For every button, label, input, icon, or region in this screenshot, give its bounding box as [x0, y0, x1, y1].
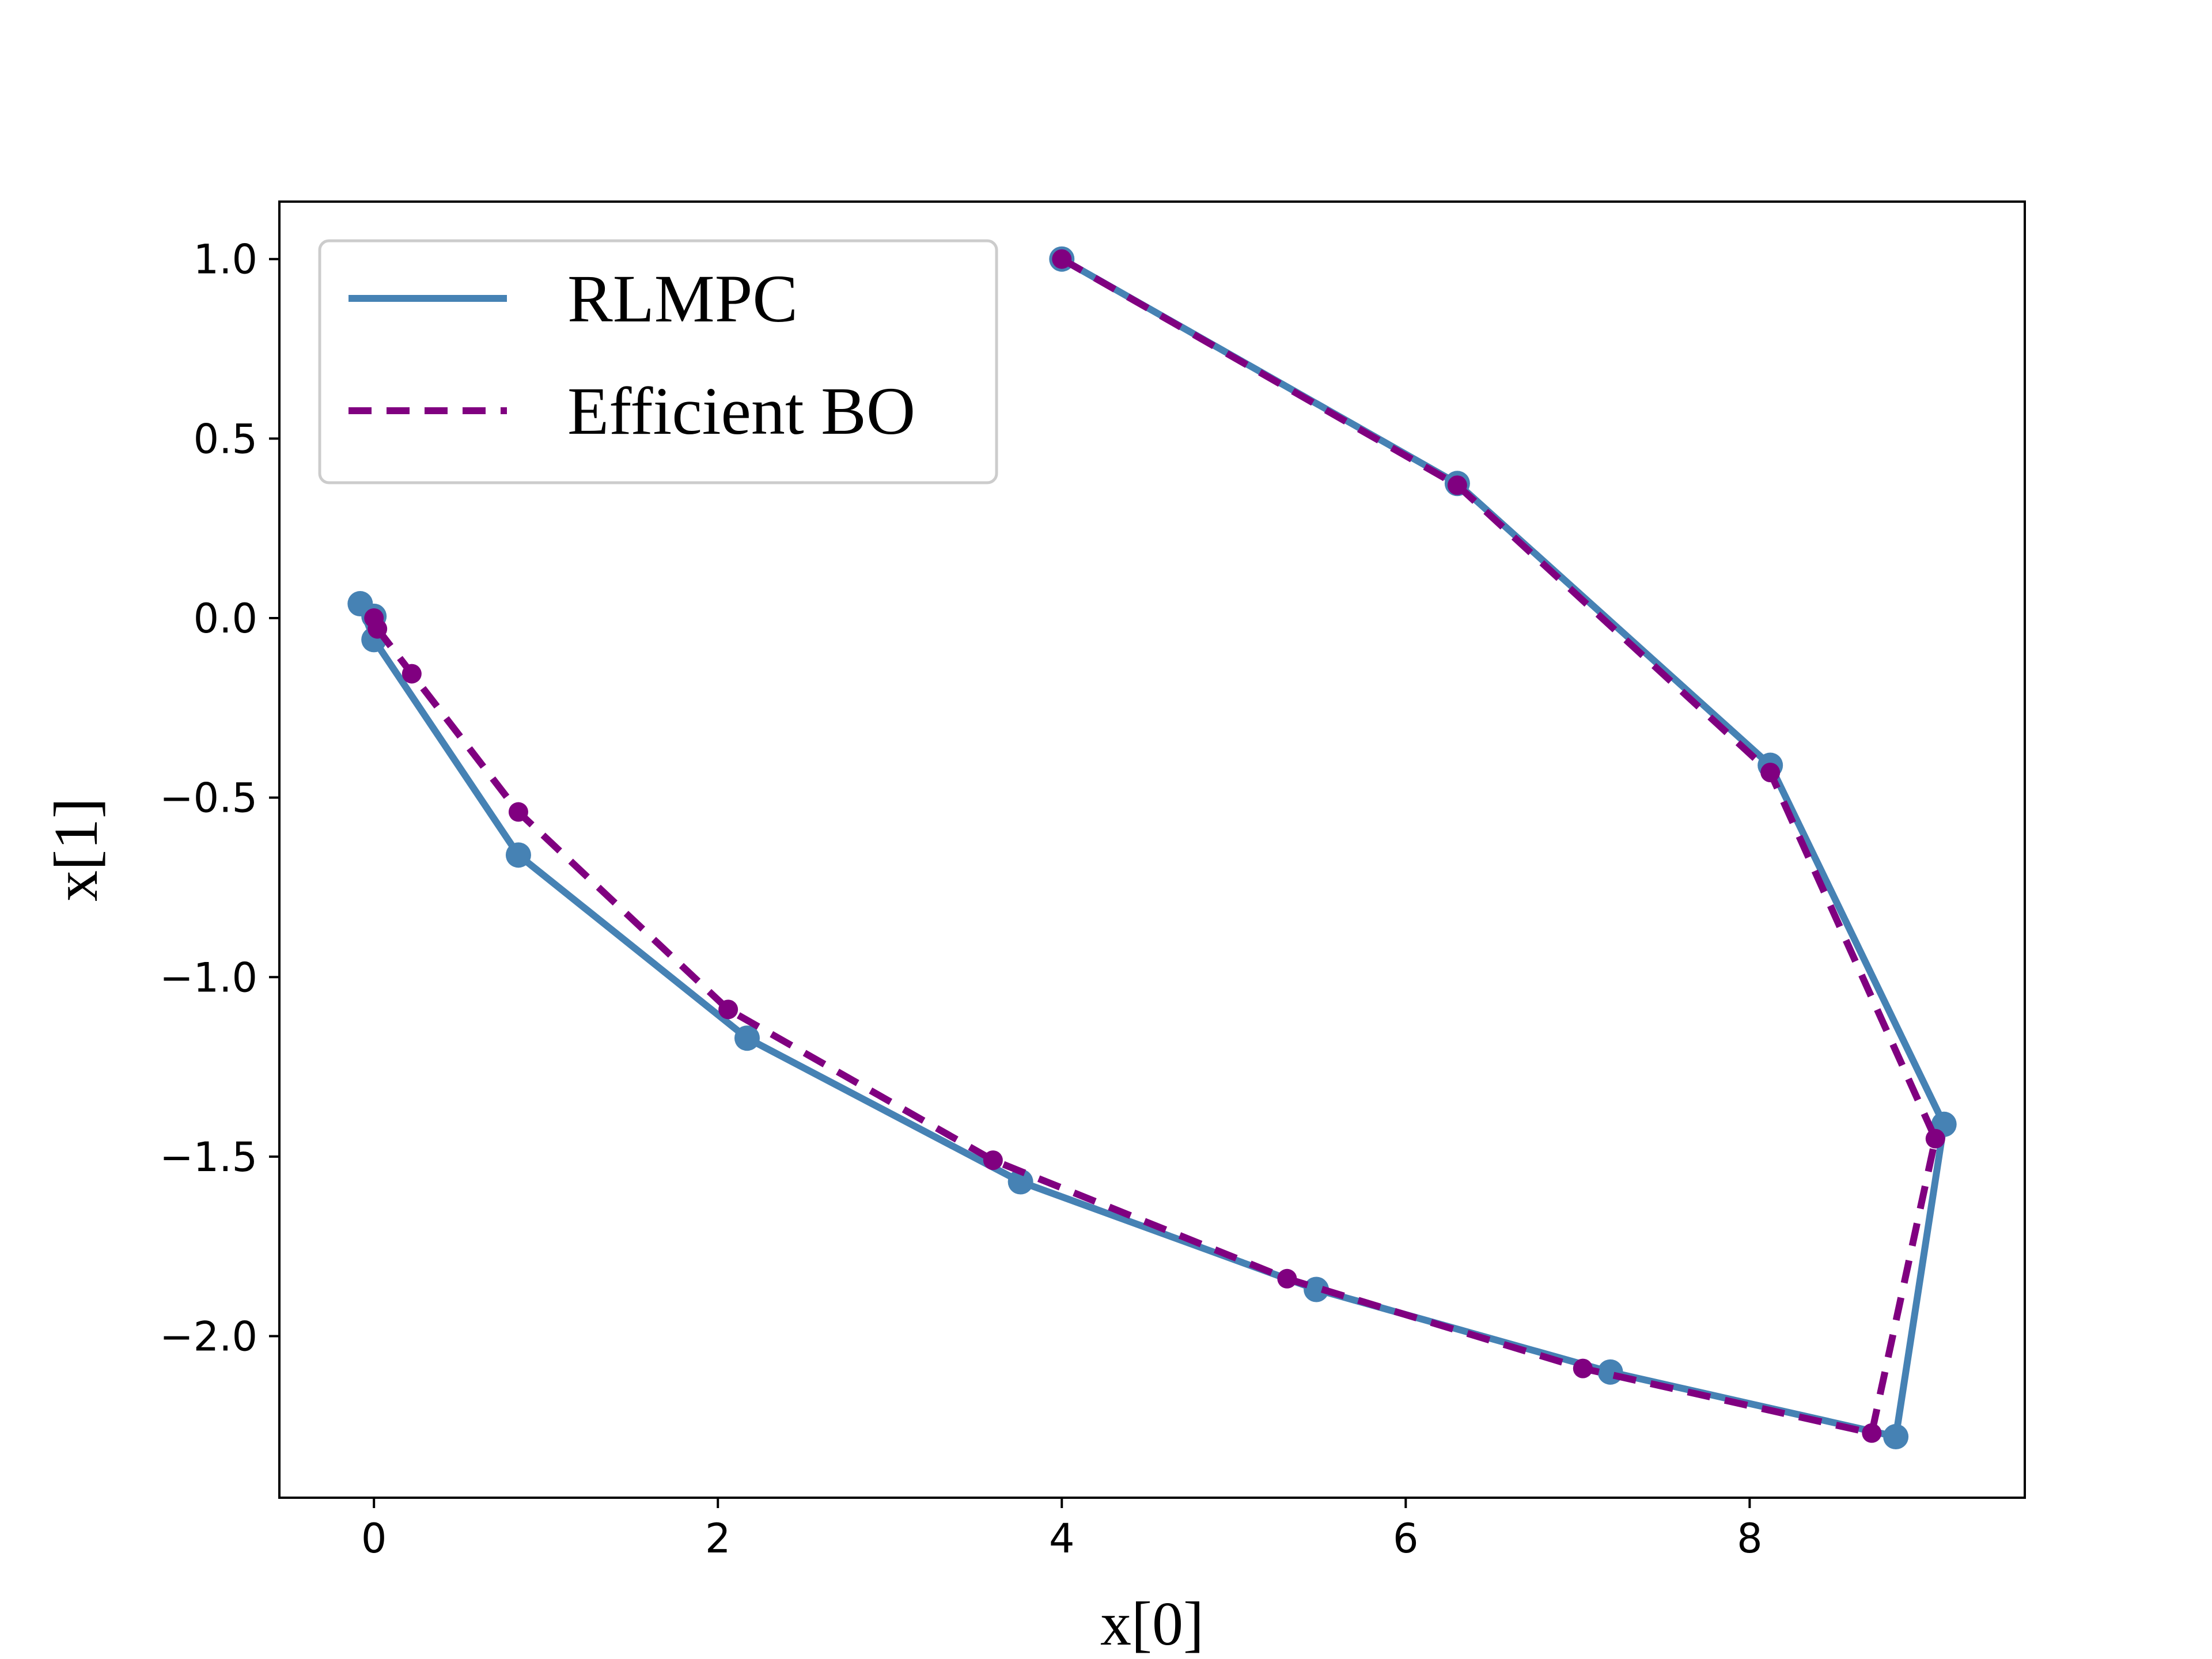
data-point: [1883, 1424, 1908, 1449]
y-tick-label: −1.0: [160, 954, 257, 1001]
x-tick-label: 6: [1393, 1515, 1419, 1562]
data-point: [718, 999, 738, 1019]
data-point: [364, 608, 384, 628]
data-point: [1277, 1269, 1297, 1289]
x-tick-label: 0: [361, 1515, 387, 1562]
x-axis-label: x[0]: [1100, 1590, 1204, 1658]
y-tick-label: −0.5: [160, 775, 257, 822]
y-tick-label: −1.5: [160, 1134, 257, 1181]
y-tick-label: 0.5: [194, 415, 257, 463]
x-tick-label: 2: [705, 1515, 731, 1562]
data-point: [1862, 1423, 1881, 1443]
data-point: [1052, 249, 1071, 269]
data-point: [983, 1150, 1003, 1170]
y-tick-label: 1.0: [194, 236, 257, 283]
data-point: [1760, 763, 1780, 782]
x-tick-label: 8: [1737, 1515, 1763, 1562]
legend: RLMPC Efficient BO: [320, 241, 997, 483]
data-point: [1448, 475, 1467, 495]
data-point: [506, 842, 531, 868]
data-point: [1926, 1129, 1945, 1149]
legend-label: Efficient BO: [567, 373, 915, 449]
data-point: [509, 802, 528, 822]
legend-label: RLMPC: [567, 261, 798, 336]
y-tick-label: 0.0: [194, 595, 257, 642]
data-point: [734, 1025, 760, 1051]
data-point: [1573, 1359, 1593, 1378]
x-tick-label: 4: [1049, 1515, 1075, 1562]
data-point: [1598, 1359, 1623, 1385]
y-axis-label: x[1]: [42, 798, 111, 902]
y-tick-label: −2.0: [160, 1313, 257, 1361]
data-point: [402, 664, 422, 684]
